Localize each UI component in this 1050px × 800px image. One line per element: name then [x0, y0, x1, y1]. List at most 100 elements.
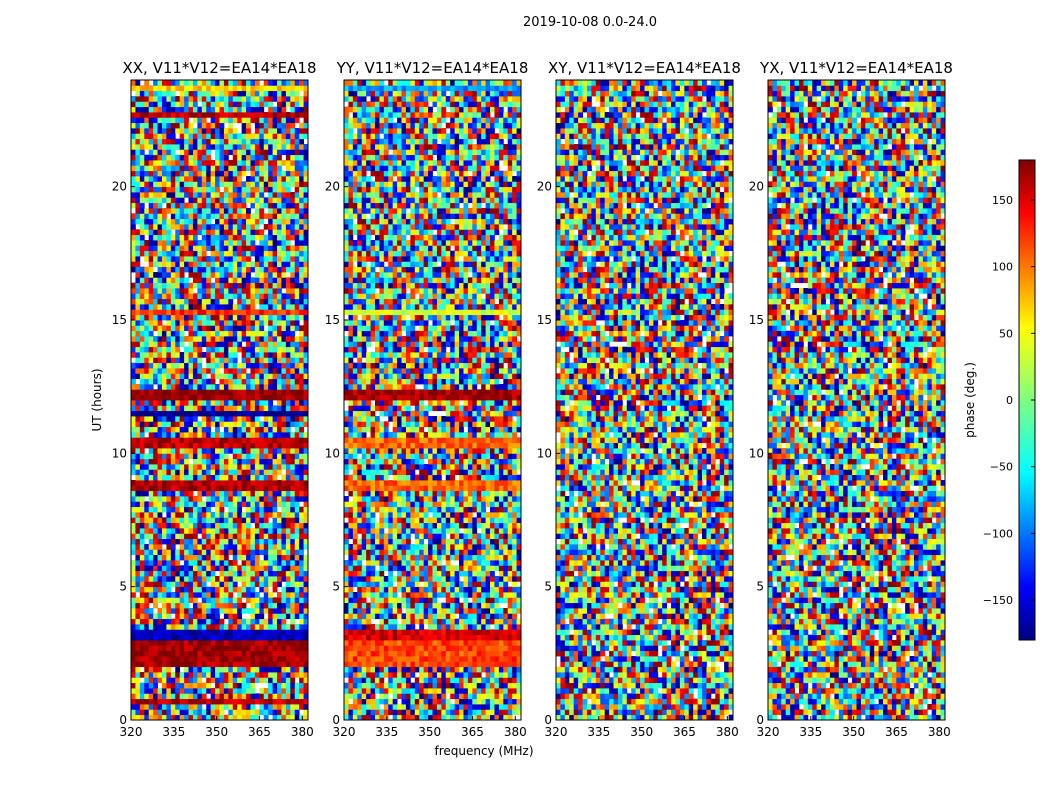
heatmap-cell: [162, 491, 167, 497]
heatmap-cell: [237, 320, 242, 326]
heatmap-cell: [197, 704, 202, 710]
heatmap-cell: [202, 379, 207, 385]
heatmap-cell: [295, 491, 300, 497]
heatmap-cell: [189, 565, 194, 571]
heatmap-cell: [286, 176, 291, 182]
heatmap-cell: [242, 235, 247, 241]
heatmap-cell: [202, 341, 207, 347]
heatmap-cell: [180, 443, 185, 449]
heatmap-cell: [242, 491, 247, 497]
heatmap-cell: [149, 405, 154, 411]
heatmap-cell: [268, 347, 273, 353]
heatmap-cell: [180, 160, 185, 166]
heatmap-cell: [211, 672, 216, 678]
heatmap-cell: [197, 523, 202, 529]
heatmap-cell: [166, 288, 171, 294]
heatmap-cell: [459, 683, 464, 689]
heatmap-cell: [171, 512, 176, 518]
heatmap-cell: [202, 373, 207, 379]
heatmap-cell: [211, 533, 216, 539]
heatmap-cell: [175, 251, 180, 257]
heatmap-cell: [149, 539, 154, 545]
heatmap-cell: [250, 427, 255, 433]
heatmap-cell: [433, 693, 438, 699]
heatmap-cell: [193, 640, 198, 646]
heatmap-cell: [224, 432, 229, 438]
heatmap-cell: [144, 453, 149, 459]
heatmap-cell: [197, 277, 202, 283]
heatmap-cell: [206, 176, 211, 182]
heatmap-cell: [144, 373, 149, 379]
heatmap-cell: [189, 107, 194, 113]
heatmap-cell: [228, 96, 233, 102]
heatmap-cell: [202, 160, 207, 166]
heatmap-cell: [149, 240, 154, 246]
heatmap-cell: [259, 261, 264, 267]
heatmap-cell: [197, 299, 202, 305]
heatmap-cell: [193, 560, 198, 566]
heatmap-cell: [162, 555, 167, 561]
heatmap-cell: [242, 363, 247, 369]
heatmap-cell: [233, 571, 238, 577]
heatmap-cell: [206, 555, 211, 561]
heatmap-cell: [268, 427, 273, 433]
heatmap-cell: [224, 299, 229, 305]
heatmap-cell: [264, 448, 269, 454]
heatmap-cell: [224, 549, 229, 555]
heatmap-cell: [295, 315, 300, 321]
heatmap-cell: [255, 576, 260, 582]
heatmap-cell: [220, 645, 225, 651]
heatmap-cell: [233, 117, 238, 123]
heatmap-cell: [277, 400, 282, 406]
heatmap-cell: [402, 683, 407, 689]
heatmap-cell: [290, 565, 295, 571]
heatmap-cell: [189, 331, 194, 337]
panel-2: YY, V11*V12=EA14*EA18320 335 350 365 3800510…: [325, 59, 529, 739]
heatmap-cell: [224, 245, 229, 251]
heatmap-cell: [290, 80, 295, 86]
heatmap-cell: [158, 453, 163, 459]
heatmap-cell: [281, 539, 286, 545]
heatmap-cell: [290, 304, 295, 310]
heatmap-cell: [189, 373, 194, 379]
heatmap-cell: [277, 373, 282, 379]
heatmap-cell: [189, 101, 194, 107]
heatmap-cell: [237, 197, 242, 203]
heatmap-cell: [193, 677, 198, 683]
heatmap-cell: [233, 112, 238, 118]
heatmap-cell: [246, 133, 251, 139]
heatmap-cell: [220, 469, 225, 475]
heatmap-cell: [246, 523, 251, 529]
heatmap-cell: [206, 613, 211, 619]
heatmap-cell: [184, 709, 189, 715]
heatmap-cell: [140, 523, 145, 529]
heatmap-cell: [197, 389, 202, 395]
heatmap-cell: [242, 475, 247, 481]
heatmap-cell: [153, 693, 158, 699]
heatmap-cell: [250, 608, 255, 614]
heatmap-cell: [189, 155, 194, 161]
heatmap-cell: [224, 411, 229, 417]
heatmap-cell: [153, 485, 158, 491]
heatmap-cell: [259, 405, 264, 411]
heatmap-cell: [428, 683, 433, 689]
heatmap-cell: [281, 427, 286, 433]
heatmap-cell: [135, 352, 140, 358]
heatmap-cell: [144, 533, 149, 539]
heatmap-cell: [490, 688, 495, 694]
heatmap-cell: [295, 107, 300, 113]
heatmap-cell: [250, 331, 255, 337]
heatmap-cell: [162, 123, 167, 129]
heatmap-cell: [131, 539, 136, 545]
heatmap-cell: [228, 416, 233, 422]
heatmap-cell: [149, 112, 154, 118]
heatmap-cell: [237, 213, 242, 219]
heatmap-cell: [255, 224, 260, 230]
heatmap-cell: [286, 235, 291, 241]
heatmap-cell: [193, 224, 198, 230]
heatmap-cell: [135, 347, 140, 353]
heatmap-cell: [242, 683, 247, 689]
heatmap-cell: [135, 368, 140, 374]
heatmap-cell: [189, 245, 194, 251]
heatmap-cell: [193, 272, 198, 278]
